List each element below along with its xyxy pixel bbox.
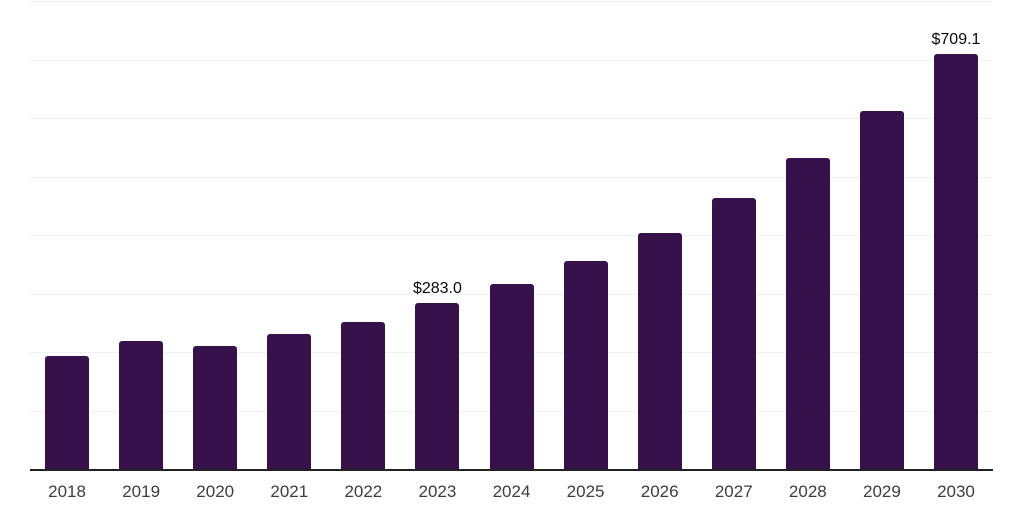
bar-slot-2029 [845, 1, 919, 469]
bar-value-label-2023: $283.0 [412, 280, 462, 298]
bar-slot-2027 [697, 1, 771, 469]
bar-value-label-2030: $709.1 [931, 31, 981, 49]
gridline-400 [30, 235, 993, 236]
bar-slot-2022 [326, 1, 400, 469]
bar-2023 [415, 303, 460, 469]
x-tick-label-2028: 2028 [788, 482, 827, 501]
x-tick-label-2023: 2023 [418, 482, 457, 501]
x-axis-line [30, 469, 993, 471]
bar-slot-2024 [474, 1, 548, 469]
bar-2026 [637, 233, 682, 469]
bars-container: $283.0 $709.1 [30, 1, 993, 469]
bar-2024 [489, 284, 534, 469]
x-tick-label-2029: 2029 [862, 482, 901, 501]
gridline-700 [30, 59, 993, 61]
bar-slot-2023: $283.0 [400, 1, 474, 469]
bar-slot-2028 [771, 1, 845, 469]
bar-slot-2030: $709.1 [919, 1, 993, 469]
bar-2029 [859, 110, 904, 469]
bar-slot-2019 [104, 1, 178, 469]
bar-2022 [341, 321, 386, 469]
bar-2019 [119, 341, 164, 469]
x-tick-label-2019: 2019 [122, 482, 161, 501]
x-tick-label-2026: 2026 [640, 482, 679, 501]
x-tick-label-2020: 2020 [196, 482, 235, 501]
x-tick-label-2021: 2021 [270, 482, 309, 501]
bar-2021 [267, 333, 312, 469]
x-tick-label-2027: 2027 [714, 482, 753, 501]
gridline-500 [30, 176, 993, 178]
bar-slot-2025 [549, 1, 623, 469]
bar-2027 [711, 197, 756, 469]
bar-slot-2018 [30, 1, 104, 469]
x-axis-labels: 2018 2019 2020 2021 2022 2023 2024 2025 2026 2027… [30, 482, 993, 502]
bar-2030 [933, 54, 978, 469]
x-tick-label-2030: 2030 [937, 482, 975, 501]
x-tick-label-2024: 2024 [492, 482, 531, 501]
bar-slot-2020 [178, 1, 252, 469]
bar-2018 [45, 355, 90, 469]
bar-2025 [563, 261, 608, 469]
bar-2020 [193, 345, 238, 469]
bar-slot-2021 [252, 1, 326, 469]
gridline-800 [30, 1, 993, 2]
gridline-600 [30, 118, 993, 119]
x-tick-label-2025: 2025 [566, 482, 605, 501]
x-tick-label-2022: 2022 [344, 482, 383, 501]
x-tick-label-2018: 2018 [48, 482, 86, 501]
plot-area: $283.0 $709.1 [30, 1, 993, 469]
bar-2028 [785, 157, 830, 469]
bar-slot-2026 [623, 1, 697, 469]
